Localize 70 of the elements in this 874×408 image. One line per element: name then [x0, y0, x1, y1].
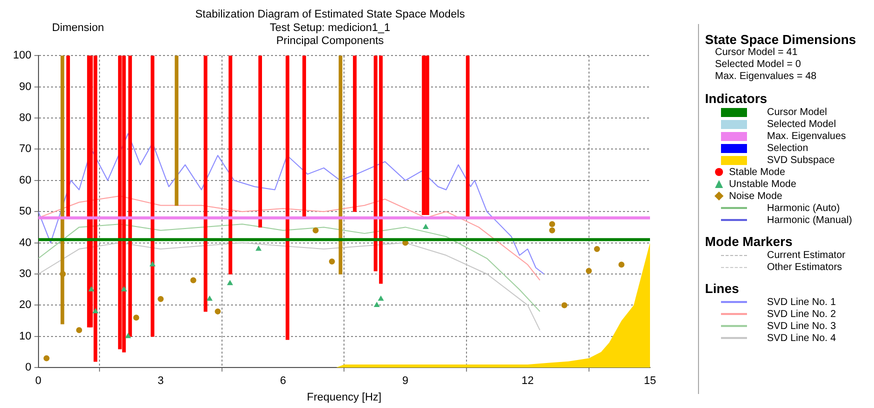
point — [561, 302, 568, 308]
point — [88, 286, 94, 292]
y-tick-label: 70 — [19, 143, 32, 156]
y-tick-label: 90 — [19, 80, 32, 93]
text: Indicators — [705, 91, 768, 106]
legend-label: SVD Line No. 1 — [767, 296, 836, 308]
point — [378, 296, 384, 301]
legend-label: Stable Mode — [729, 166, 786, 178]
point — [328, 258, 335, 265]
x-tick-label: 3 — [158, 375, 164, 388]
point — [92, 308, 98, 314]
point — [60, 271, 66, 277]
text: Lines — [705, 281, 740, 296]
y-tick-label: 10 — [19, 330, 32, 342]
point — [374, 302, 380, 307]
chart-title: Stabilization Diagram of Estimated State Space Models — [195, 8, 466, 21]
legend-label: SVD Line No. 3 — [767, 320, 836, 332]
point — [256, 246, 262, 251]
point — [158, 296, 164, 302]
point — [549, 227, 556, 234]
x-axis-title: Frequency [Hz] — [306, 391, 382, 404]
point — [312, 227, 319, 234]
text: Mode Markers — [705, 234, 794, 249]
text: Other Estimators — [767, 262, 842, 272]
legend-label: SVD Subspace — [767, 154, 835, 166]
text: Harmonic (Manual) — [767, 214, 852, 226]
x-tick-label: 0 — [35, 375, 42, 388]
legend-label: SVD Line No. 4 — [767, 332, 836, 344]
y-axis-title: Dimension — [52, 22, 104, 34]
point — [594, 246, 600, 252]
y-tick-label: 80 — [19, 112, 32, 124]
point — [227, 280, 233, 286]
y-tick-label: 40 — [19, 236, 32, 249]
chart-subtitle: Test Setup: medicion1_1 Principal Components — [270, 22, 390, 48]
point — [618, 262, 624, 268]
x-tick-label: 9 — [402, 375, 408, 388]
legend-label: Noise Mode — [729, 190, 782, 202]
point — [150, 262, 156, 266]
point — [423, 224, 428, 229]
point — [121, 286, 127, 292]
y-tick-label: 20 — [19, 299, 32, 312]
point — [206, 296, 212, 301]
y-tick-label: 0 — [25, 362, 32, 374]
point — [133, 314, 140, 321]
legend-label: SVD Line No. 2 — [767, 308, 836, 320]
point — [44, 355, 50, 362]
point — [190, 277, 196, 284]
legend-label: Max. Eigenvalues — [767, 130, 846, 142]
text: Cursor Model = 41 — [715, 47, 799, 59]
y-tick-label: 50 — [19, 206, 32, 218]
y-tick-label: 100 — [12, 50, 32, 62]
text: State Space Dimensions — [705, 32, 857, 47]
legend-label: Unstable Mode — [729, 178, 796, 190]
text: Current Estimator — [767, 250, 846, 260]
y-tick-label: 30 — [19, 268, 32, 280]
text: Selection — [767, 142, 808, 154]
point — [214, 308, 221, 314]
text: Harmonic (Auto) — [767, 202, 840, 214]
point — [549, 221, 556, 228]
x-tick-label: 15 — [644, 375, 656, 388]
x-tick-label: 6 — [280, 375, 286, 388]
x-tick-label: 12 — [522, 375, 534, 388]
text: Max. Eigenvalues = 48 — [715, 71, 818, 83]
point — [586, 268, 592, 274]
text: Selected Model = 0 — [715, 59, 802, 71]
text: Selected Model — [767, 118, 836, 130]
y-tick-label: 60 — [19, 174, 32, 186]
point — [76, 327, 82, 334]
point — [125, 333, 131, 338]
legend-label: Cursor Model — [767, 106, 828, 118]
